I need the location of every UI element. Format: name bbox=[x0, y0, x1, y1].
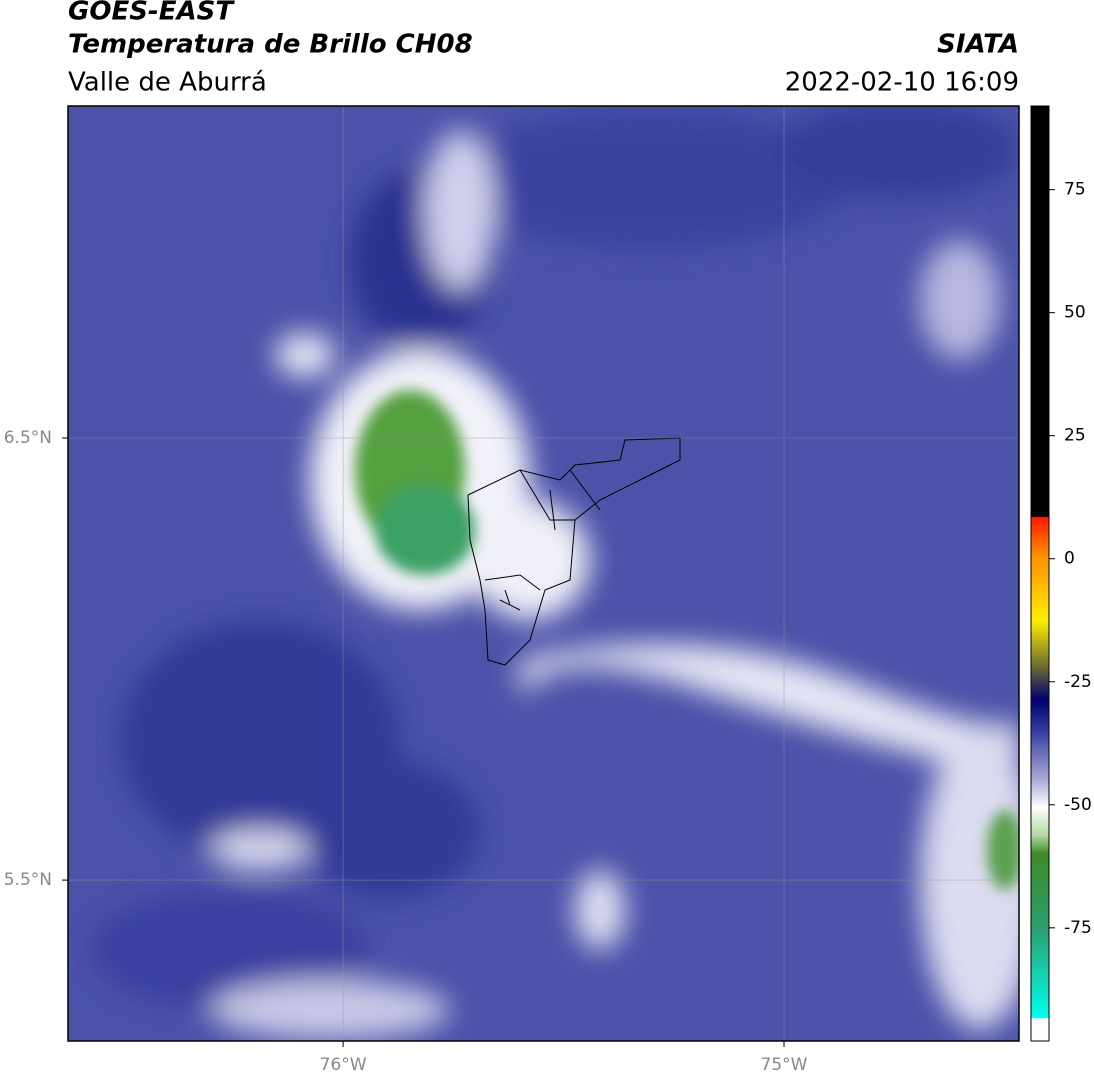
colorbar-tick-label: 0 bbox=[1064, 549, 1075, 569]
colorbar-tick-label: 50 bbox=[1064, 303, 1086, 323]
title: GOES-EAST bbox=[68, 0, 235, 27]
colorbar-tick-label: -75 bbox=[1064, 918, 1092, 938]
colorbar bbox=[1030, 105, 1050, 1042]
subtitle: Temperatura de Brillo CH08 bbox=[68, 30, 473, 60]
colorbar-tick-label: 25 bbox=[1064, 426, 1086, 446]
datetime: 2022-02-10 16:09 bbox=[785, 68, 1019, 98]
x-tick-label: 76°W bbox=[320, 1055, 367, 1075]
y-tick-label: 5.5°N bbox=[4, 870, 52, 890]
region: Valle de Aburrá bbox=[68, 68, 267, 98]
colorbar-tick-label: 75 bbox=[1064, 180, 1086, 200]
satellite-image bbox=[68, 106, 1019, 1041]
x-tick-label: 75°W bbox=[761, 1055, 808, 1075]
source: SIATA bbox=[937, 30, 1019, 60]
map-frame bbox=[67, 105, 1020, 1042]
colorbar-tick-label: -50 bbox=[1064, 795, 1092, 815]
y-tick-label: 6.5°N bbox=[4, 428, 52, 448]
colorbar-tick-label: -25 bbox=[1064, 672, 1092, 692]
